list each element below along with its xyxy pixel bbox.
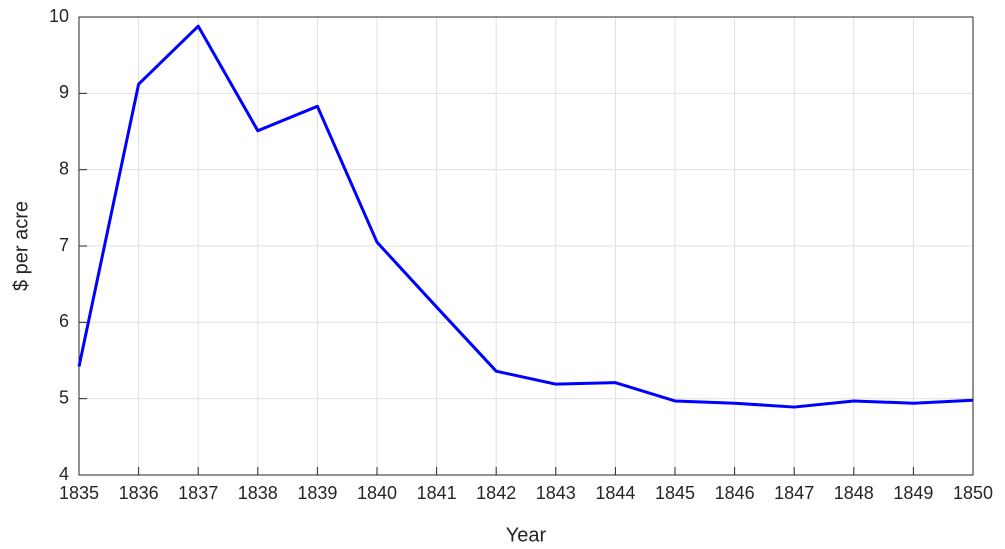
x-tick-label: 1838: [238, 483, 278, 503]
x-tick-label: 1842: [476, 483, 516, 503]
x-tick-label: 1843: [536, 483, 576, 503]
plot-frame: [78, 16, 974, 476]
x-tick-label: 1846: [715, 483, 755, 503]
x-tick-label: 1844: [595, 483, 635, 503]
y-tick-label: 9: [59, 82, 69, 102]
x-tick-label: 1849: [893, 483, 933, 503]
y-tick-label: 5: [59, 387, 69, 407]
y-tick-label: 7: [59, 235, 69, 255]
x-tick-label: 1847: [774, 483, 814, 503]
x-tick-label: 1848: [834, 483, 874, 503]
y-tick-label: 6: [59, 311, 69, 331]
y-tick-label: 8: [59, 158, 69, 178]
y-tick-label: 4: [59, 464, 69, 484]
x-tick-label: 1836: [119, 483, 159, 503]
x-tick-label: 1841: [417, 483, 457, 503]
x-axis-label: Year: [506, 524, 547, 546]
x-tick-label: 1835: [59, 483, 99, 503]
x-tick-label: 1839: [297, 483, 337, 503]
x-tick-label: 1845: [655, 483, 695, 503]
x-tick-label: 1840: [357, 483, 397, 503]
data-line: [77, 24, 974, 409]
x-tick-label: 1850: [953, 483, 993, 503]
x-tick-label: 1837: [178, 483, 218, 503]
y-axis-label: $ per acre: [10, 201, 32, 291]
y-tick-label: 10: [49, 6, 69, 26]
